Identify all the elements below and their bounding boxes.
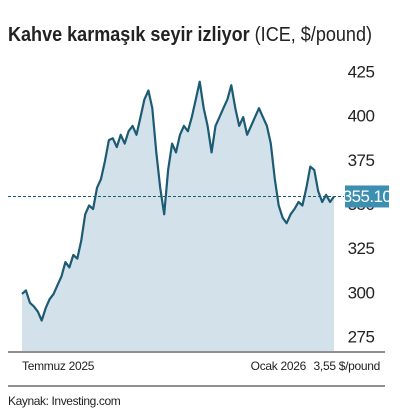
y-tick-label: 275 [348,328,375,347]
y-tick-label: 325 [348,239,375,258]
x-tick-label: Temmuz 2025 [22,359,95,373]
area-fill [22,81,334,351]
y-tick-label: 300 [348,283,375,302]
price-line [21,80,335,322]
chart-heading: Kahve karmaşık seyir izliyor (ICE, $/pou… [8,24,372,46]
value-label: 355.10 [343,187,392,206]
value-badge [345,185,389,208]
y-tick-label: 425 [348,62,375,81]
y-tick-label: 400 [348,107,375,126]
chart-title: Kahve karmaşık seyir izliyor [8,24,250,46]
y-tick-label: 375 [348,151,375,170]
annotation: 3,55 $/pound [314,359,380,373]
chart-subtitle: (ICE, $/pound) [255,24,372,46]
source: Kaynak: Investing.com [8,394,121,408]
x-tick-label: Ocak 2026 [251,359,307,373]
